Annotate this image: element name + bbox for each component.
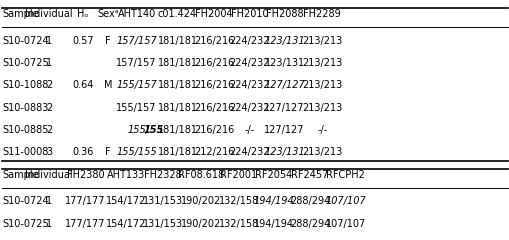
Text: 2: 2 — [46, 102, 52, 113]
Text: 190/202: 190/202 — [181, 196, 220, 206]
Text: 224/232: 224/232 — [229, 58, 270, 68]
Text: 2: 2 — [46, 80, 52, 90]
Text: 216/216: 216/216 — [194, 36, 234, 46]
Text: 132/158: 132/158 — [218, 219, 258, 229]
Text: 213/213: 213/213 — [302, 58, 342, 68]
Text: 155/157: 155/157 — [116, 80, 157, 90]
Text: 1: 1 — [46, 58, 52, 68]
Text: 123/131: 123/131 — [264, 36, 304, 46]
Text: 3: 3 — [46, 147, 52, 157]
Text: S10-1088: S10-1088 — [2, 80, 48, 90]
Text: F: F — [105, 147, 111, 157]
Text: 213/213: 213/213 — [302, 36, 342, 46]
Text: 155/157: 155/157 — [116, 102, 157, 113]
Text: 224/232: 224/232 — [229, 102, 270, 113]
Text: 216/216: 216/216 — [194, 102, 234, 113]
Text: Individual: Individual — [25, 170, 73, 180]
Text: 181/181: 181/181 — [157, 125, 197, 135]
Text: FH2380: FH2380 — [67, 170, 104, 180]
Text: S10-0725: S10-0725 — [2, 219, 49, 229]
Text: 123/131: 123/131 — [264, 58, 304, 68]
Text: 181/181: 181/181 — [157, 147, 197, 157]
Text: FH2004: FH2004 — [195, 9, 233, 19]
Text: 155/: 155/ — [127, 125, 149, 135]
Text: 288/294: 288/294 — [290, 196, 329, 206]
Text: RF08.618: RF08.618 — [178, 170, 223, 180]
Text: 127/127: 127/127 — [264, 102, 304, 113]
Text: 224/232: 224/232 — [229, 80, 270, 90]
Text: 194/194: 194/194 — [253, 196, 294, 206]
Text: 157/157: 157/157 — [116, 36, 157, 46]
Text: 131/153: 131/153 — [143, 219, 183, 229]
Text: 127/127: 127/127 — [264, 125, 304, 135]
Text: M: M — [104, 80, 112, 90]
Text: AHT140: AHT140 — [118, 9, 156, 19]
Text: S10-0725: S10-0725 — [2, 58, 49, 68]
Text: 216/216: 216/216 — [194, 58, 234, 68]
Text: 181/181: 181/181 — [157, 102, 197, 113]
Text: 212/216: 212/216 — [193, 147, 234, 157]
Text: -/-: -/- — [244, 125, 254, 135]
Text: 216/216: 216/216 — [194, 80, 234, 90]
Text: S11-0008: S11-0008 — [2, 147, 48, 157]
Text: S10-0883: S10-0883 — [2, 102, 48, 113]
Text: Hₒ: Hₒ — [77, 9, 89, 19]
Text: 177/177: 177/177 — [65, 219, 106, 229]
Text: c01.424: c01.424 — [158, 9, 196, 19]
Text: 107/107: 107/107 — [325, 219, 365, 229]
Text: 194/194: 194/194 — [253, 219, 293, 229]
Text: FH2328: FH2328 — [144, 170, 182, 180]
Text: S10-0724: S10-0724 — [2, 36, 48, 46]
Text: 224/232: 224/232 — [229, 36, 270, 46]
Text: S10-0724: S10-0724 — [2, 196, 48, 206]
Text: 154/172: 154/172 — [106, 196, 147, 206]
Text: 0.57: 0.57 — [72, 36, 94, 46]
Text: RF2054: RF2054 — [254, 170, 292, 180]
Text: Sexᵃ: Sexᵃ — [97, 9, 119, 19]
Text: -/-: -/- — [317, 125, 327, 135]
Text: 127/127: 127/127 — [264, 80, 304, 90]
Text: 213/213: 213/213 — [302, 80, 342, 90]
Text: 224/232: 224/232 — [229, 147, 270, 157]
Text: 132/158: 132/158 — [218, 196, 258, 206]
Text: 213/213: 213/213 — [302, 102, 342, 113]
Text: 155/155: 155/155 — [116, 147, 157, 157]
Text: AHT133: AHT133 — [107, 170, 146, 180]
Text: 181/181: 181/181 — [157, 36, 197, 46]
Text: 216/216: 216/216 — [194, 125, 234, 135]
Text: 177/177: 177/177 — [65, 196, 106, 206]
Text: Individual: Individual — [25, 9, 73, 19]
Text: S10-0885: S10-0885 — [2, 125, 48, 135]
Text: FH2289: FH2289 — [303, 9, 341, 19]
Text: 2: 2 — [46, 125, 52, 135]
Text: 213/213: 213/213 — [302, 147, 342, 157]
Text: RFCPH2: RFCPH2 — [326, 170, 364, 180]
Text: 155: 155 — [144, 125, 164, 135]
Text: F: F — [105, 36, 111, 46]
Text: 288/294: 288/294 — [290, 219, 329, 229]
Text: 123/131: 123/131 — [264, 147, 304, 157]
Text: RF2001: RF2001 — [220, 170, 257, 180]
Text: 0.64: 0.64 — [72, 80, 94, 90]
Text: 181/181: 181/181 — [157, 58, 197, 68]
Text: 157/157: 157/157 — [116, 58, 157, 68]
Text: 0.36: 0.36 — [72, 147, 94, 157]
Text: FH2088: FH2088 — [265, 9, 303, 19]
Text: RF2457: RF2457 — [291, 170, 328, 180]
Text: FH2010: FH2010 — [231, 9, 268, 19]
Text: 1: 1 — [46, 219, 52, 229]
Text: 181/181: 181/181 — [157, 80, 197, 90]
Text: 154/172: 154/172 — [106, 219, 147, 229]
Text: 190/202: 190/202 — [181, 219, 220, 229]
Text: Sample: Sample — [2, 170, 39, 180]
Text: 1: 1 — [46, 36, 52, 46]
Text: Sample: Sample — [2, 9, 39, 19]
Text: 1: 1 — [46, 196, 52, 206]
Text: 131/153: 131/153 — [143, 196, 183, 206]
Text: 107/107: 107/107 — [325, 196, 365, 206]
